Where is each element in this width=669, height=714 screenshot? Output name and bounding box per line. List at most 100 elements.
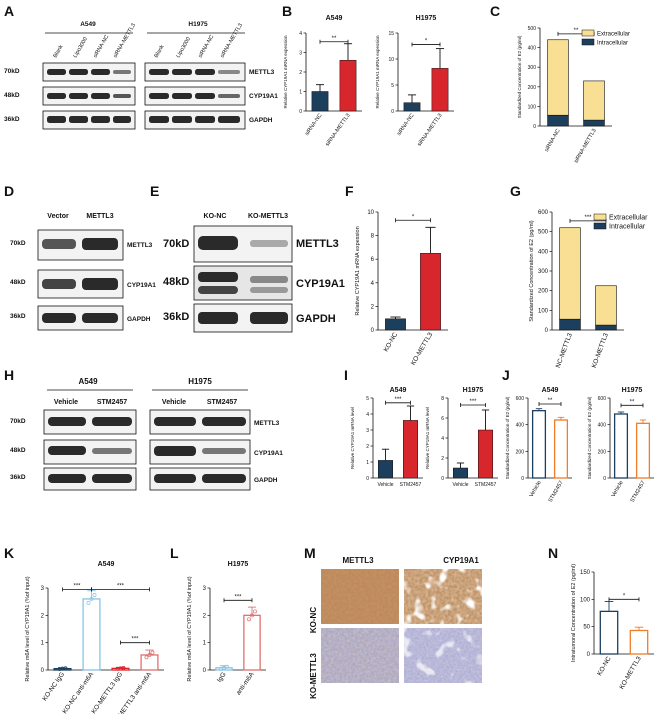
blot-band xyxy=(69,93,88,99)
legend-label: Extracellular xyxy=(597,32,630,38)
y-tick-label: 0 xyxy=(366,476,369,482)
panel-label-f: F xyxy=(345,183,354,199)
blot-strip xyxy=(42,62,136,82)
ihc-image-konc-cyp19a1 xyxy=(404,569,482,624)
bar xyxy=(339,60,357,112)
blot-band xyxy=(92,474,132,483)
y-tick-label: 1 xyxy=(299,90,302,96)
protein-label: METTL3 xyxy=(249,69,275,76)
y-tick-label: 10 xyxy=(367,210,374,216)
blot-band xyxy=(91,69,110,75)
chart-title: H1975 xyxy=(622,387,643,394)
blot-band xyxy=(218,94,240,98)
blot-band xyxy=(42,279,76,289)
chart-f: 0 2 4 6 8 10 Relative CYP19A1 mRNA expession KO… xyxy=(355,210,448,367)
bar-segment-intracellular xyxy=(583,119,605,127)
bar xyxy=(403,102,421,112)
x-tick-label: siRNA-NC xyxy=(304,113,323,137)
mw-label: 70kD xyxy=(4,68,20,75)
panel-label-m: M xyxy=(304,545,316,561)
bar xyxy=(453,467,468,479)
blot-band xyxy=(92,448,132,454)
blot-band xyxy=(195,116,215,123)
y-tick-label: 4 xyxy=(299,31,302,37)
bar xyxy=(553,419,569,479)
protein-label: GAPDH xyxy=(296,313,336,325)
bar xyxy=(531,410,547,479)
blot-bands-a549 xyxy=(47,69,131,123)
blot-band xyxy=(82,278,118,290)
blot-band xyxy=(195,69,215,75)
y-tick-label: 2 xyxy=(371,304,375,310)
significance-label: ** xyxy=(574,28,579,34)
y-axis-label: Standardized Concentration of E2 (pg/ml) xyxy=(505,396,510,479)
x-tick-label: anti-m6A xyxy=(235,671,256,697)
y-tick-label: 0 xyxy=(441,476,444,482)
y-tick-label: 4 xyxy=(441,436,444,442)
blot-band xyxy=(250,276,288,283)
y-tick-label: 200 xyxy=(516,449,525,455)
protein-label: METTL3 xyxy=(296,238,339,250)
y-tick-label: 0 xyxy=(203,668,207,674)
blot-band xyxy=(149,93,169,99)
lane-label: siRNA-METTL3 xyxy=(220,23,244,59)
y-tick-label: 200 xyxy=(528,85,537,91)
y-tick-label: 15 xyxy=(388,31,394,37)
blot-band xyxy=(149,116,169,123)
y-tick-label: 400 xyxy=(528,46,537,52)
panel-label-l: L xyxy=(170,545,179,561)
y-tick-label: 1 xyxy=(366,460,369,466)
y-tick-label: 600 xyxy=(538,210,549,216)
bar xyxy=(635,422,651,479)
lane-label: Vector xyxy=(47,213,69,220)
legend-label: Extracellular xyxy=(609,215,648,222)
bar-segment-intracellular xyxy=(547,114,569,127)
bar xyxy=(629,629,649,655)
significance-label: ** xyxy=(630,399,635,405)
x-tick-label: KO-NC anti-m6A xyxy=(61,671,95,714)
significance-label: *** xyxy=(234,594,242,600)
y-axis-label: Standardized Concentration of E2 (pg/ml) xyxy=(587,396,592,479)
chart-i1: A549 0 1 2 3 4 5 Relative CYP19A1 mRNA level Veh… xyxy=(350,387,423,488)
panel-label-h: H xyxy=(4,367,14,383)
y-axis-label: Relative CYP19A1 mRNA level xyxy=(425,407,430,469)
bar-segment-intracellular xyxy=(559,318,581,331)
replicate-point xyxy=(147,653,152,657)
blot-band xyxy=(172,116,192,123)
y-axis-label: Relative CYP19A1 mRNA expession xyxy=(355,226,361,315)
lane-label: siRNA-METTL3 xyxy=(113,23,137,59)
y-tick-label: 300 xyxy=(538,269,549,275)
chart-title: H1975 xyxy=(463,387,484,394)
blot-band xyxy=(218,116,240,123)
blot-band xyxy=(218,70,240,74)
y-tick-label: 200 xyxy=(598,449,607,455)
blot-band xyxy=(149,69,169,75)
y-tick-label: 4 xyxy=(366,412,369,418)
group-label-a549: A549 xyxy=(78,377,98,386)
x-tick-label: KO-NC xyxy=(383,331,400,353)
bar xyxy=(385,318,406,331)
blot-band xyxy=(47,93,66,99)
bar xyxy=(243,614,261,671)
blot-band xyxy=(113,94,131,98)
bar xyxy=(140,654,159,671)
chart-b2: H1975 0 5 10 15 Relative CYP19A1 mRNA expessi… xyxy=(375,15,454,148)
lane-label: Vehicle xyxy=(54,399,78,406)
y-tick-label: 3 xyxy=(203,586,207,592)
significance-label: ** xyxy=(548,398,553,404)
x-tick-label: siRNA-METTL3 xyxy=(573,128,597,164)
blot-band xyxy=(113,70,131,74)
y-axis-label: Relative m6A level of CYP19A1 (%of input… xyxy=(25,576,31,681)
blot-band xyxy=(198,286,238,294)
y-tick-label: 1 xyxy=(203,641,207,647)
replicate-point xyxy=(92,593,97,597)
blot-band xyxy=(91,116,110,123)
mw-label: 36kD xyxy=(10,474,26,481)
blot-band xyxy=(82,313,118,323)
y-tick-label: 2 xyxy=(41,613,45,619)
blot-band xyxy=(69,69,88,75)
bar-segment-extracellular xyxy=(547,39,569,116)
significance-label: * xyxy=(425,38,428,44)
x-tick-label: Vehicle xyxy=(377,482,393,488)
blot-strip xyxy=(149,467,251,491)
